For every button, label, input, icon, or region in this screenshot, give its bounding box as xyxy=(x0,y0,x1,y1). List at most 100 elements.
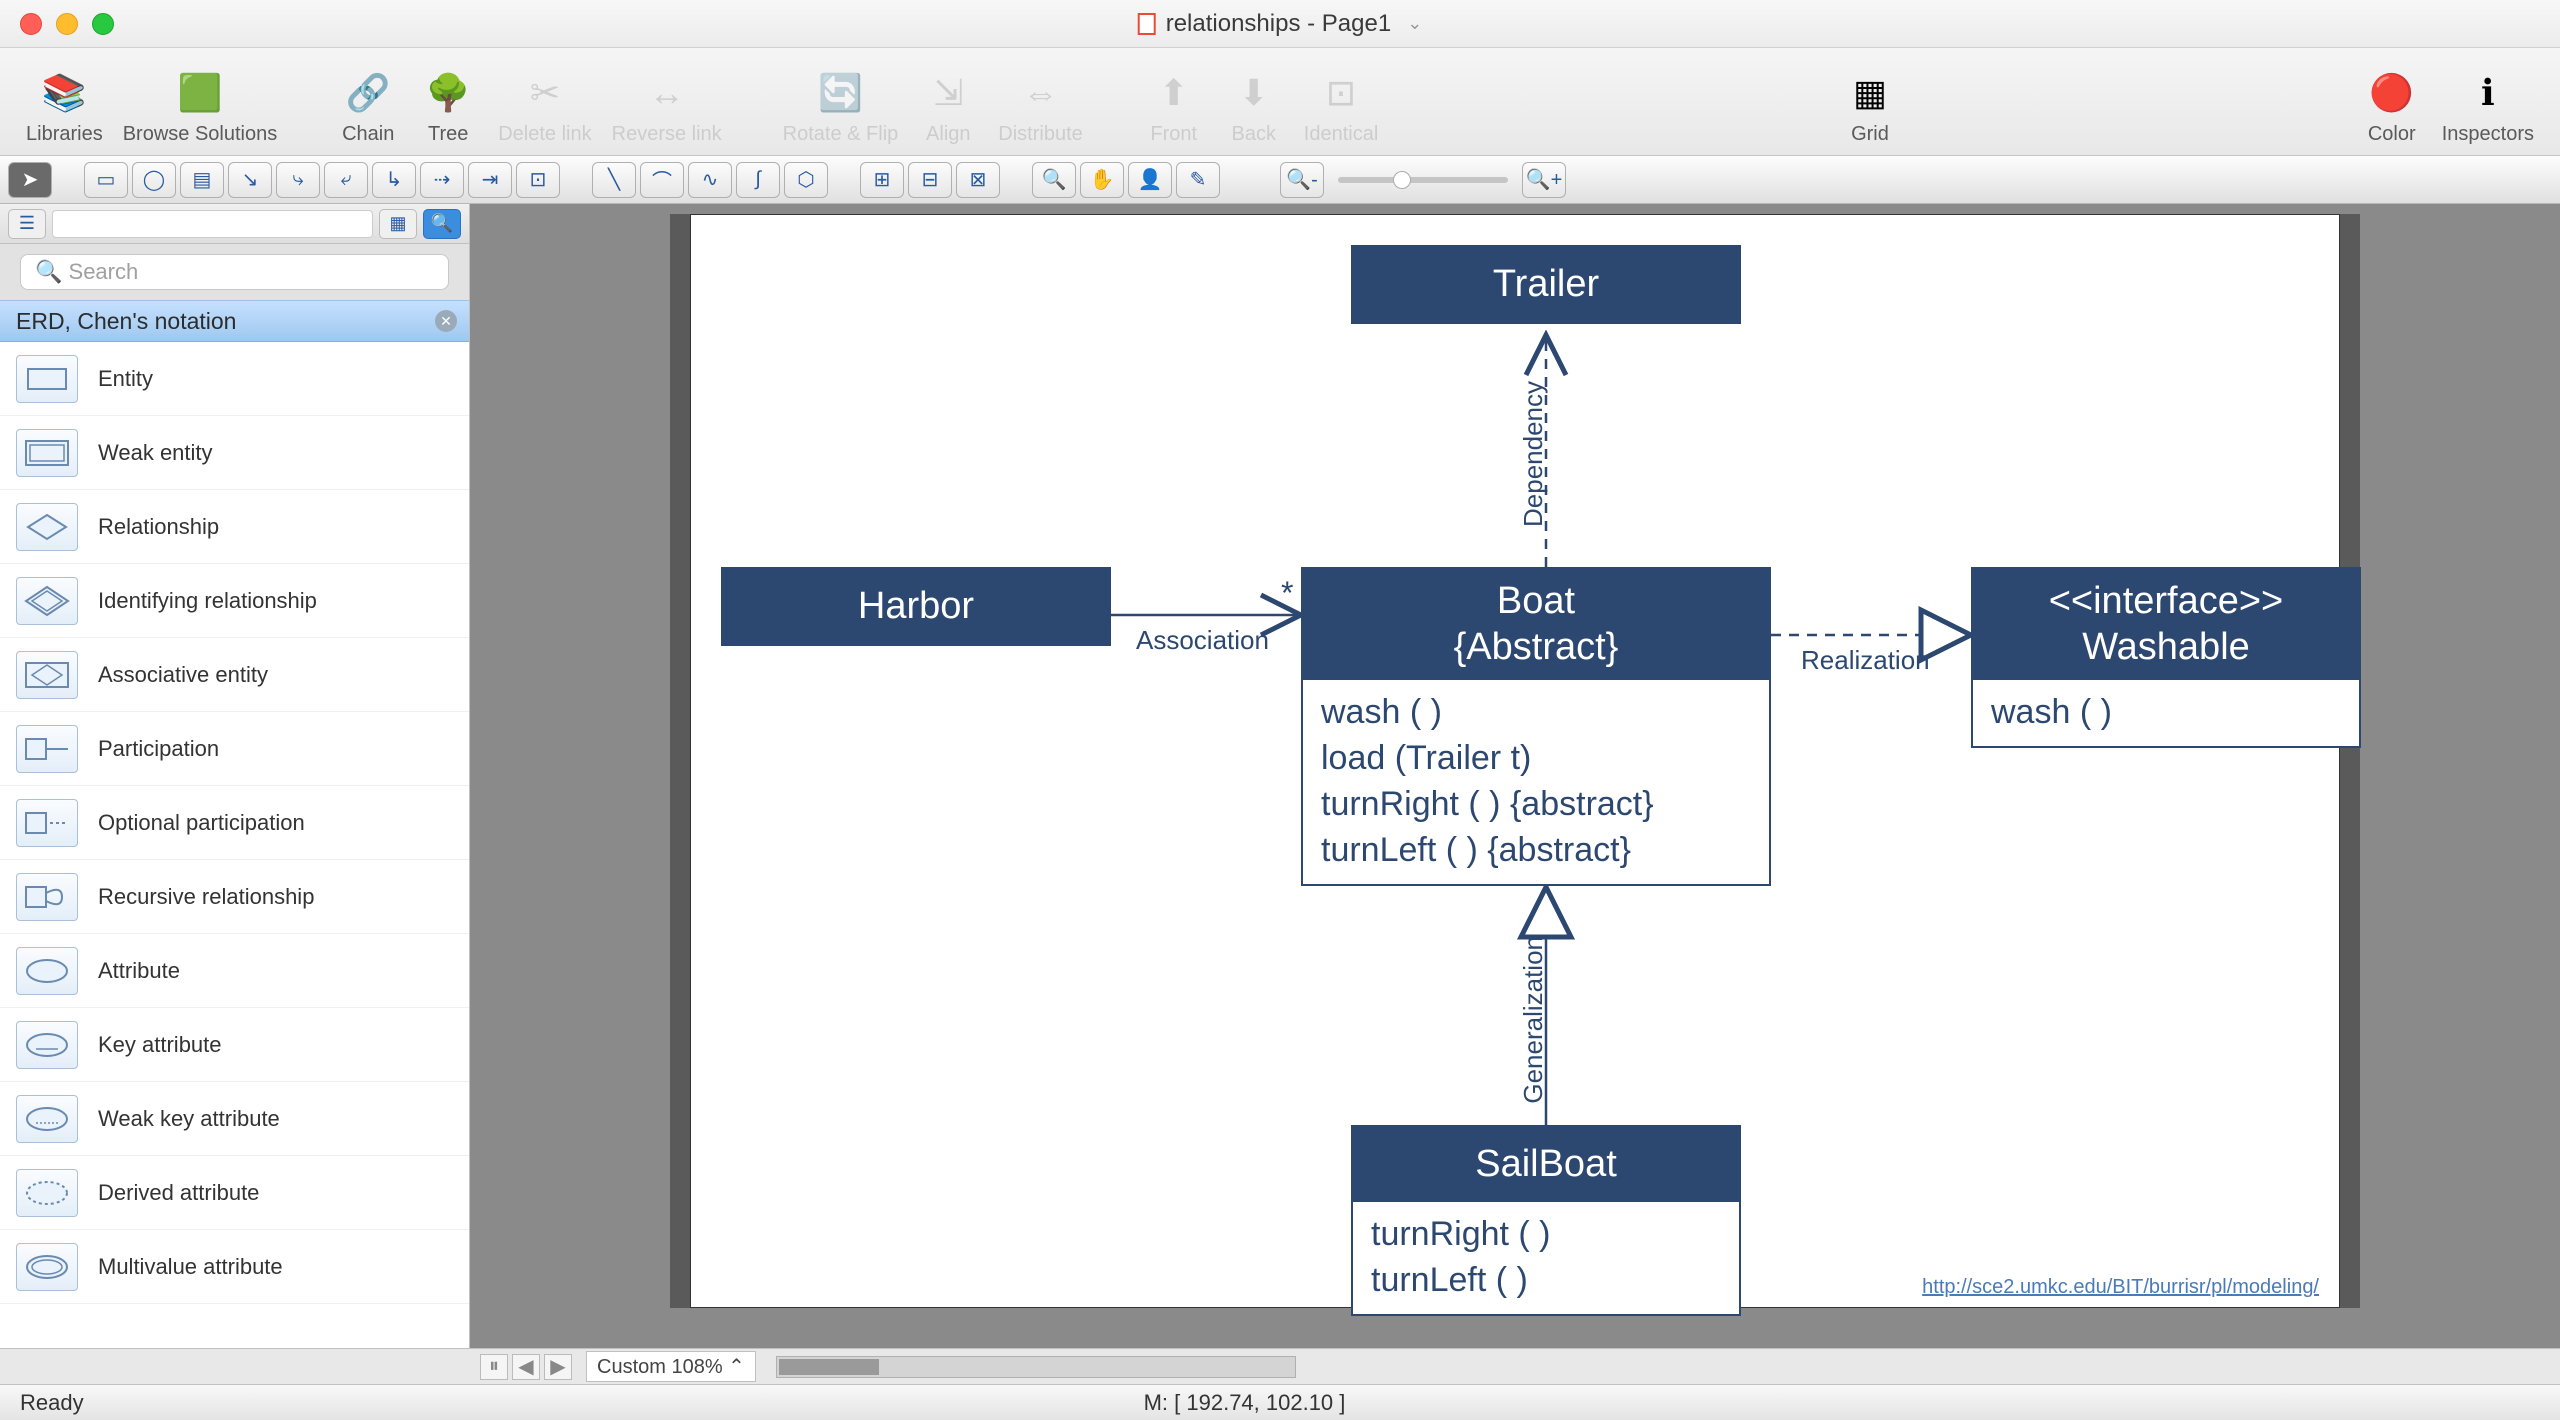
eyedrop-tool-button[interactable]: ✎ xyxy=(1176,162,1220,198)
sidebar-filter-input[interactable] xyxy=(52,210,373,238)
sidebar: ☰ ▦ 🔍 🔍 Search ERD, Chen's notation ✕ En… xyxy=(0,204,470,1348)
status-left: Ready xyxy=(20,1390,84,1416)
uml-class-boat[interactable]: Boat{Abstract}wash ( )load (Trailer t)tu… xyxy=(1301,567,1771,886)
connector-1-button[interactable]: ↘ xyxy=(228,162,272,198)
chain-icon: 🔗 xyxy=(344,69,392,117)
connector-4-button[interactable]: ↳ xyxy=(372,162,416,198)
connector-2-button[interactable]: ⤷ xyxy=(276,162,320,198)
uml-class-title: Harbor xyxy=(723,569,1109,644)
shape-thumb-icon xyxy=(16,873,78,921)
minimize-window-button[interactable] xyxy=(56,13,78,35)
shape-item[interactable]: Participation xyxy=(0,712,469,786)
toolbar-label: Libraries xyxy=(26,123,103,146)
maximize-window-button[interactable] xyxy=(92,13,114,35)
distribute-icon: ⇔ xyxy=(1017,69,1065,117)
next-page-button[interactable]: ▶ xyxy=(544,1354,572,1380)
source-link[interactable]: http://sce2.umkc.edu/BIT/burrisr/pl/mode… xyxy=(1922,1276,2319,1299)
shape-item[interactable]: Multivalue attribute xyxy=(0,1230,469,1304)
toolbar-label: Back xyxy=(1232,123,1276,146)
connector-5-button[interactable]: ⇢ xyxy=(420,162,464,198)
toolbar-label: Browse Solutions xyxy=(123,123,278,146)
shape-item[interactable]: Derived attribute xyxy=(0,1156,469,1230)
identical-icon: ⊡ xyxy=(1317,69,1365,117)
title-dropdown-icon[interactable]: ⌄ xyxy=(1407,13,1422,34)
inspectors-button[interactable]: ℹInspectors xyxy=(2432,52,2544,152)
grid-button[interactable]: ▦Grid xyxy=(1830,52,1910,152)
distribute-button: ⇔Distribute xyxy=(988,52,1092,152)
group-1-button[interactable]: ⊞ xyxy=(860,162,904,198)
sidebar-tree-button[interactable]: ☰ xyxy=(8,209,46,239)
zoom-out-button[interactable]: 🔍- xyxy=(1280,162,1324,198)
uml-class-washable[interactable]: <<interface>>Washablewash ( ) xyxy=(1971,567,2361,748)
search-icon: 🔍 xyxy=(35,259,69,285)
titlebar: relationships - Page1 ⌄ xyxy=(0,0,2560,48)
uml-class-methods: wash ( )load (Trailer t)turnRight ( ) {a… xyxy=(1303,680,1769,884)
library-section-header[interactable]: ERD, Chen's notation ✕ xyxy=(0,300,469,342)
connector-7-button[interactable]: ⊡ xyxy=(516,162,560,198)
poly-tool-button[interactable]: ⬡ xyxy=(784,162,828,198)
chain-button[interactable]: 🔗Chain xyxy=(328,52,408,152)
uml-class-methods: turnRight ( )turnLeft ( ) xyxy=(1353,1202,1739,1314)
stamp-tool-button[interactable]: 👤 xyxy=(1128,162,1172,198)
color-button[interactable]: 🔴Color xyxy=(2352,52,2432,152)
shape-item[interactable]: Weak key attribute xyxy=(0,1082,469,1156)
shape-item[interactable]: Entity xyxy=(0,342,469,416)
align-icon: ⇲ xyxy=(924,69,972,117)
bezier-tool-button[interactable]: ∫ xyxy=(736,162,780,198)
arc-tool-button[interactable]: ⌒ xyxy=(640,162,684,198)
libraries-button[interactable]: 📚 Libraries xyxy=(16,52,113,152)
shape-item[interactable]: Optional participation xyxy=(0,786,469,860)
uml-class-harbor[interactable]: Harbor xyxy=(721,567,1111,646)
libraries-icon: 📚 xyxy=(40,69,88,117)
toolbar-label: Front xyxy=(1150,123,1197,146)
shape-item[interactable]: Key attribute xyxy=(0,1008,469,1082)
text-tool-button[interactable]: ▤ xyxy=(180,162,224,198)
shape-item[interactable]: Identifying relationship xyxy=(0,564,469,638)
edge-label: Association xyxy=(1136,625,1269,656)
pause-button[interactable]: ⏸ xyxy=(480,1354,508,1380)
close-section-icon[interactable]: ✕ xyxy=(435,310,457,332)
zoom-tool-button[interactable]: 🔍 xyxy=(1032,162,1076,198)
zoom-slider[interactable] xyxy=(1338,177,1508,183)
spline-tool-button[interactable]: ∿ xyxy=(688,162,732,198)
connector-3-button[interactable]: ⤶ xyxy=(324,162,368,198)
search-placeholder: Search xyxy=(69,259,139,285)
uml-class-title: Trailer xyxy=(1353,247,1739,322)
uml-class-trailer[interactable]: Trailer xyxy=(1351,245,1741,324)
group-2-button[interactable]: ⊟ xyxy=(908,162,952,198)
library-section-title: ERD, Chen's notation xyxy=(16,308,236,335)
tree-button[interactable]: 🌳Tree xyxy=(408,52,488,152)
zoom-in-button[interactable]: 🔍+ xyxy=(1522,162,1566,198)
zoom-readout[interactable]: Custom 108% ⌃ xyxy=(586,1351,756,1382)
rect-tool-button[interactable]: ▭ xyxy=(84,162,128,198)
search-input[interactable]: 🔍 Search xyxy=(20,254,449,290)
browse-icon: 🟩 xyxy=(176,69,224,117)
sidebar-grid-button[interactable]: ▦ xyxy=(379,209,417,239)
shape-label: Derived attribute xyxy=(98,1180,259,1206)
secondary-toolbar: ➤ ▭ ◯ ▤ ↘ ⤷ ⤶ ↳ ⇢ ⇥ ⊡ ╲ ⌒ ∿ ∫ ⬡ ⊞ ⊟ ⊠ 🔍 … xyxy=(0,156,2560,204)
shape-item[interactable]: Weak entity xyxy=(0,416,469,490)
page[interactable]: http://sce2.umkc.edu/BIT/burrisr/pl/mode… xyxy=(690,214,2340,1308)
shape-item[interactable]: Attribute xyxy=(0,934,469,1008)
pointer-tool-button[interactable]: ➤ xyxy=(8,162,52,198)
line-tool-button[interactable]: ╲ xyxy=(592,162,636,198)
toolbar-label: Tree xyxy=(428,123,468,146)
shape-thumb-icon xyxy=(16,651,78,699)
pan-tool-button[interactable]: ✋ xyxy=(1080,162,1124,198)
ellipse-tool-button[interactable]: ◯ xyxy=(132,162,176,198)
document-icon xyxy=(1138,13,1156,35)
canvas-area[interactable]: http://sce2.umkc.edu/BIT/burrisr/pl/mode… xyxy=(470,204,2560,1348)
connector-6-button[interactable]: ⇥ xyxy=(468,162,512,198)
browse-button[interactable]: 🟩 Browse Solutions xyxy=(113,52,288,152)
shape-thumb-icon xyxy=(16,429,78,477)
sidebar-search-button[interactable]: 🔍 xyxy=(423,209,461,239)
prev-page-button[interactable]: ◀ xyxy=(512,1354,540,1380)
shape-item[interactable]: Relationship xyxy=(0,490,469,564)
shape-item[interactable]: Associative entity xyxy=(0,638,469,712)
close-window-button[interactable] xyxy=(20,13,42,35)
shape-item[interactable]: Recursive relationship xyxy=(0,860,469,934)
horizontal-scrollbar[interactable] xyxy=(776,1356,1296,1378)
group-3-button[interactable]: ⊠ xyxy=(956,162,1000,198)
shape-label: Key attribute xyxy=(98,1032,222,1058)
uml-class-sailboat[interactable]: SailBoatturnRight ( )turnLeft ( ) xyxy=(1351,1125,1741,1316)
